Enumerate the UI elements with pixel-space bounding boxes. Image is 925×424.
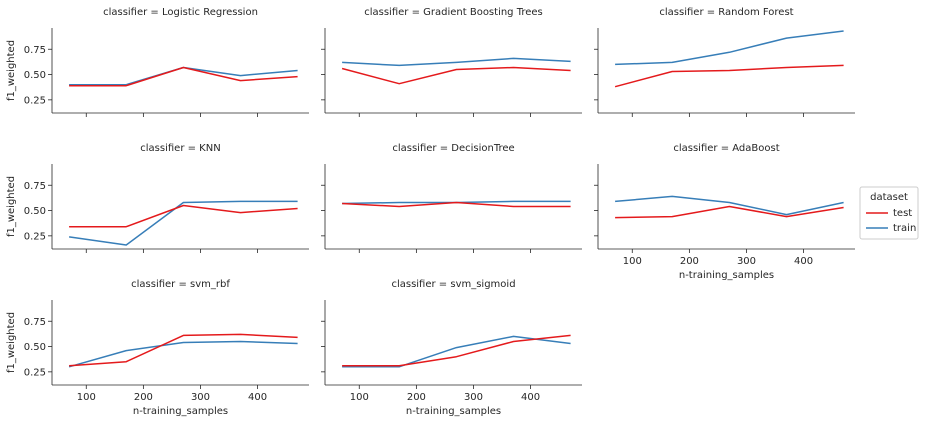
facet-panel: classifier = KNN 0.25 0.50 0.75 f1_weighted xyxy=(6,143,309,253)
x-tick-label: 100 xyxy=(350,392,369,403)
series-line-train xyxy=(342,57,571,67)
facet-title: classifier = Gradient Boosting Trees xyxy=(364,7,543,18)
series-line-test xyxy=(69,333,298,367)
facet-panel: classifier = AdaBoost 100 200 300 400 n-train… xyxy=(594,143,855,281)
x-tick-label: 200 xyxy=(407,392,426,403)
x-tick-label: 400 xyxy=(248,392,267,403)
y-axis-label: f1_weighted xyxy=(6,312,17,373)
series-line-train xyxy=(69,66,298,86)
facet-title: classifier = svm_rbf xyxy=(131,279,230,290)
x-tick-label: 100 xyxy=(623,256,642,267)
facet-title: classifier = KNN xyxy=(140,143,220,154)
facet-panel: classifier = svm_sigmoid 100 200 300 400 n-tr… xyxy=(321,279,582,417)
facet-panel: classifier = Logistic Regression 0.25 0.50… xyxy=(6,7,309,117)
y-tick-label: 0.25 xyxy=(24,231,46,242)
x-tick-label: 200 xyxy=(134,392,153,403)
series-line-train xyxy=(68,340,298,368)
series-line-test xyxy=(69,204,298,228)
y-tick-label: 0.75 xyxy=(24,45,46,56)
x-tick-label: 100 xyxy=(77,392,96,403)
y-tick-label: 0.50 xyxy=(24,342,46,353)
facet-title: classifier = svm_sigmoid xyxy=(391,279,515,290)
x-tick-label: 300 xyxy=(737,256,756,267)
x-tick-label: 300 xyxy=(464,392,483,403)
facet-title: classifier = Logistic Regression xyxy=(103,7,258,18)
series-line-test xyxy=(615,205,844,219)
series-line-test xyxy=(614,64,844,88)
facet-panels: classifier = Logistic Regression 0.25 0.50… xyxy=(6,7,855,417)
x-axis-label: n-training_samples xyxy=(406,406,501,417)
legend-train-label: train xyxy=(893,223,916,234)
legend: dataset test train xyxy=(859,186,919,240)
legend-title: dataset xyxy=(870,192,908,203)
series-line-test xyxy=(341,66,571,85)
legend-frame xyxy=(859,186,919,240)
series-line-test xyxy=(69,66,298,87)
facet-panel: classifier = DecisionTree xyxy=(321,143,582,253)
facet-panel: classifier = Gradient Boosting Trees xyxy=(321,7,582,117)
facet-title: classifier = Random Forest xyxy=(659,7,793,18)
y-axis-label: f1_weighted xyxy=(6,176,17,237)
x-axis-label: n-training_samples xyxy=(133,406,228,417)
facet-panel: classifier = Random Forest xyxy=(594,7,855,117)
x-tick-label: 400 xyxy=(521,392,540,403)
y-tick-label: 0.25 xyxy=(24,95,46,106)
y-axis-label: f1_weighted xyxy=(6,40,17,101)
facet-title: classifier = DecisionTree xyxy=(392,143,514,154)
series-line-train xyxy=(615,195,844,216)
y-tick-label: 0.75 xyxy=(24,317,46,328)
series-line-train xyxy=(615,30,844,66)
y-tick-label: 0.25 xyxy=(24,367,46,378)
x-axis-label: n-training_samples xyxy=(679,270,774,281)
facet-title: classifier = AdaBoost xyxy=(673,143,779,154)
y-tick-label: 0.75 xyxy=(24,181,46,192)
series-line-train xyxy=(68,200,298,246)
series-line-test xyxy=(342,201,571,208)
y-tick-label: 0.50 xyxy=(24,70,46,81)
series-line-train xyxy=(342,335,571,368)
x-tick-label: 400 xyxy=(794,256,813,267)
legend-test-label: test xyxy=(893,208,912,219)
y-tick-label: 0.50 xyxy=(24,206,46,217)
facet-panel: classifier = svm_rbf 0.25 0.50 0.75 100 200 30… xyxy=(6,279,309,417)
x-tick-label: 200 xyxy=(680,256,699,267)
x-tick-label: 300 xyxy=(191,392,210,403)
series-line-test xyxy=(342,334,571,367)
